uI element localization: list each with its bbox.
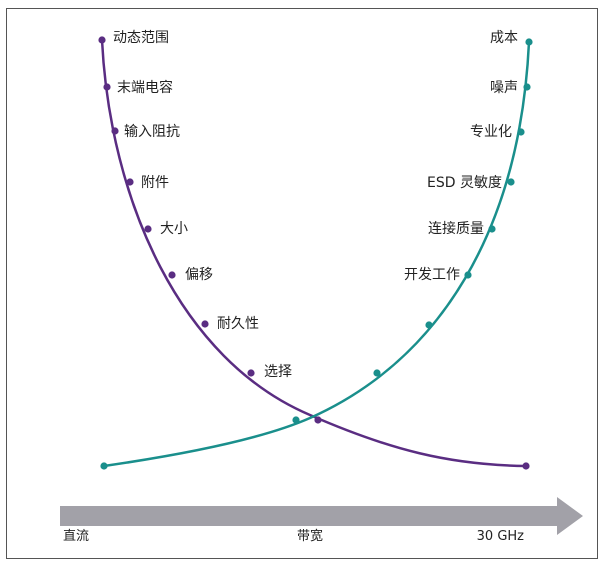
left-label-input-impedance: 输入阻抗 xyxy=(124,124,180,140)
right-curve-points xyxy=(100,38,533,470)
left-label-dynamic-range: 动态范围 xyxy=(113,29,169,46)
right-curve xyxy=(103,41,531,468)
right-curve-point xyxy=(525,38,533,46)
right-label-noise: 噪声 xyxy=(490,80,518,96)
left-curve-point xyxy=(144,225,152,233)
right-curve-point xyxy=(373,369,381,377)
diagram-frame xyxy=(6,8,598,559)
right-curve-point xyxy=(464,271,472,279)
right-label-development-effort: 开发工作 xyxy=(404,267,460,283)
left-label-offset: 偏移 xyxy=(185,267,213,283)
right-curve-point xyxy=(488,225,496,233)
right-label-cost: 成本 xyxy=(490,30,518,46)
right-curve-point xyxy=(517,128,525,136)
axis-label-30ghz: 30 GHz xyxy=(477,529,525,544)
left-curve-point xyxy=(103,83,111,91)
right-curve-point xyxy=(507,178,515,186)
right-curve-point xyxy=(425,321,433,329)
left-label-accessories: 附件 xyxy=(141,175,169,191)
left-label-durability: 耐久性 xyxy=(217,316,259,332)
axis-label-dc: 直流 xyxy=(63,529,89,544)
left-curve-point xyxy=(201,320,209,328)
right-label-esd-sensitivity: ESD 灵敏度 xyxy=(427,175,502,191)
left-curve-point xyxy=(168,271,176,279)
bandwidth-arrow xyxy=(60,497,583,535)
axis-label-bandwidth: 带宽 xyxy=(297,528,323,544)
right-label-specialization: 专业化 xyxy=(470,124,512,140)
left-curve-point xyxy=(98,36,106,44)
left-curve-point xyxy=(126,178,134,186)
left-curve-point xyxy=(522,462,530,470)
left-label-selection: 选择 xyxy=(264,364,292,380)
right-curve-point xyxy=(292,416,300,424)
right-label-connection-quality: 连接质量 xyxy=(428,220,484,237)
left-curve-point xyxy=(111,127,119,135)
right-curve-point xyxy=(100,462,108,470)
left-label-tip-capacitance: 末端电容 xyxy=(117,79,173,96)
left-curve-point xyxy=(314,416,322,424)
left-curve-points xyxy=(98,36,530,470)
left-curve-point xyxy=(247,369,255,377)
right-curve-point xyxy=(523,83,531,91)
left-label-size: 大小 xyxy=(160,221,188,237)
left-curve xyxy=(100,39,527,468)
